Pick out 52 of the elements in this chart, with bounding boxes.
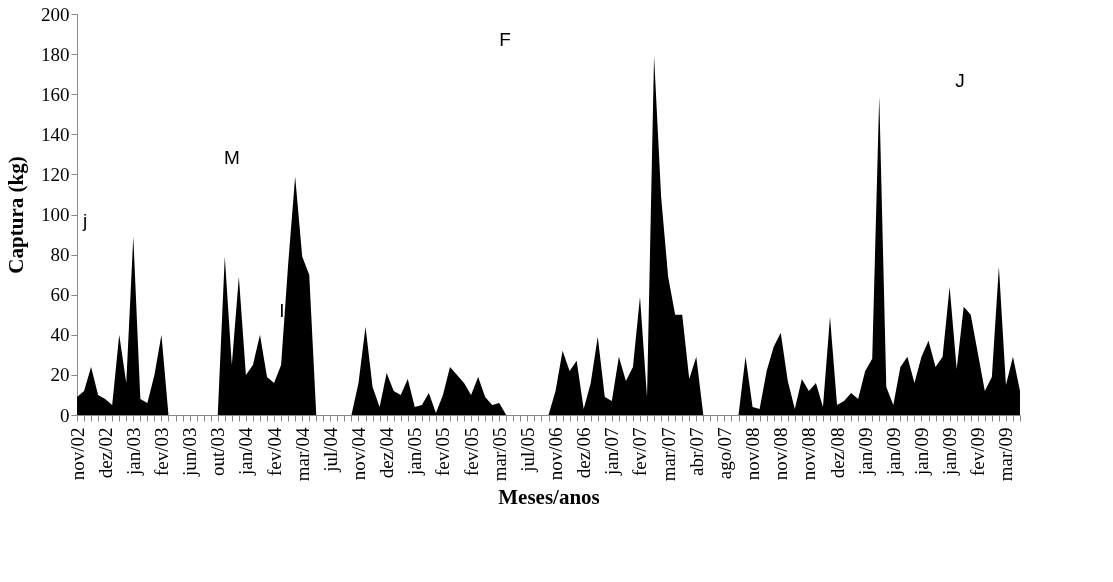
x-tick-label: abr/07 — [685, 427, 707, 477]
y-tick-label: 200 — [41, 3, 70, 25]
x-tick-label: dez/02 — [94, 427, 116, 479]
y-tick-label: 160 — [41, 83, 70, 105]
x-tick-label: nov/06 — [545, 427, 567, 481]
x-tick-label: jan/09 — [910, 427, 932, 476]
x-tick-label: nov/04 — [347, 427, 369, 481]
x-tick-label: fev/07 — [629, 427, 651, 477]
x-tick-label: mar/04 — [291, 427, 313, 482]
y-tick-label: 100 — [41, 204, 70, 225]
annotation: j — [81, 210, 88, 231]
x-tick-label: jul/04 — [319, 427, 341, 473]
x-tick-label: ago/07 — [713, 427, 735, 480]
x-tick-label: jan/09 — [882, 427, 904, 476]
x-tick-label: jun/03 — [179, 427, 201, 478]
x-tick-label: fev/05 — [460, 427, 482, 477]
x-axis-title: Meses/anos — [498, 485, 600, 510]
x-tick-label: dez/08 — [826, 427, 848, 479]
x-tick-label: mar/09 — [995, 427, 1017, 482]
x-tick-label: mar/07 — [657, 427, 679, 482]
x-tick-label: jan/09 — [854, 427, 876, 476]
x-tick-label: out/03 — [207, 427, 229, 477]
x-tick-label: jan/07 — [601, 427, 623, 476]
y-tick-label: 40 — [50, 324, 70, 346]
annotation: F — [499, 29, 511, 50]
x-tick-label: mar/05 — [488, 427, 510, 482]
x-tick-label: dez/04 — [376, 427, 398, 479]
x-tick-label: jan/09 — [939, 427, 961, 476]
x-tick-label: nov/02 — [66, 427, 88, 481]
x-tick-label: fev/05 — [432, 427, 454, 477]
y-tick-label: 120 — [41, 163, 70, 185]
annotation: I — [279, 300, 285, 321]
y-tick-label: 20 — [50, 364, 70, 386]
x-tick-label: nov/08 — [742, 427, 764, 481]
y-tick-label: 180 — [41, 43, 70, 65]
x-tick-label: nov/08 — [770, 427, 792, 481]
x-tick-label: jul/05 — [516, 427, 538, 473]
y-tick-label: 140 — [41, 123, 70, 145]
x-tick-label: jan/05 — [404, 427, 426, 476]
annotation: M — [224, 147, 240, 168]
annotation: J — [955, 70, 965, 91]
x-tick-label: jan/04 — [235, 427, 257, 476]
y-axis-title: Captura (kg) — [4, 156, 28, 274]
y-tick-label: 60 — [50, 284, 70, 306]
x-tick-label: jan/03 — [122, 427, 144, 476]
y-tick-label: 80 — [50, 244, 70, 266]
x-tick-label: nov/08 — [798, 427, 820, 481]
x-tick-label: fev/04 — [263, 427, 285, 477]
x-tick-label: dez/06 — [573, 427, 595, 479]
x-tick-label: fev/03 — [150, 427, 172, 477]
y-tick-label: 0 — [60, 404, 70, 426]
x-tick-label: fev/09 — [967, 427, 989, 477]
